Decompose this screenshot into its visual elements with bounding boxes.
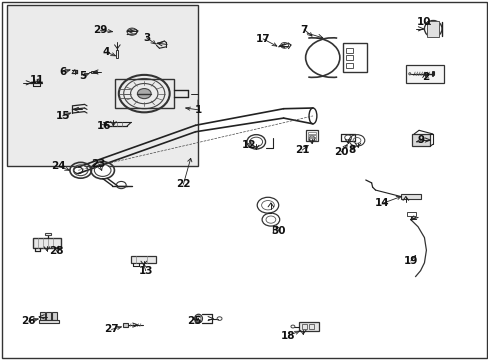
Bar [91, 71, 97, 73]
Text: 12: 12 [242, 140, 256, 150]
Bar [33, 238, 61, 248]
Bar [427, 21, 438, 37]
Text: 6: 6 [59, 67, 66, 77]
Text: 21: 21 [294, 145, 309, 155]
Bar [307, 138, 316, 140]
Text: 3: 3 [143, 33, 150, 43]
Text: 9: 9 [417, 135, 424, 145]
Text: 2: 2 [421, 72, 428, 82]
Bar [116, 50, 118, 58]
Text: 4: 4 [102, 47, 110, 57]
Text: 7: 7 [300, 24, 307, 35]
Bar [299, 322, 318, 331]
Text: 26: 26 [21, 316, 36, 326]
Text: 29: 29 [93, 25, 107, 35]
Bar [411, 134, 429, 146]
Ellipse shape [95, 165, 110, 176]
Text: 5: 5 [80, 71, 86, 81]
Ellipse shape [74, 166, 87, 175]
Bar [346, 55, 352, 60]
Text: 15: 15 [55, 111, 70, 121]
Circle shape [137, 89, 151, 99]
Text: 17: 17 [255, 34, 270, 44]
Bar [52, 312, 57, 320]
Bar [7, 5, 198, 166]
Text: 19: 19 [403, 256, 417, 266]
Text: 13: 13 [138, 266, 153, 276]
Bar [308, 324, 313, 329]
Text: 30: 30 [271, 226, 285, 236]
Bar [45, 233, 51, 235]
Text: 18: 18 [281, 330, 295, 341]
Text: 20: 20 [333, 147, 348, 157]
Text: 22: 22 [176, 179, 190, 189]
Text: 25: 25 [187, 316, 202, 326]
Bar [123, 323, 128, 327]
Text: 23: 23 [91, 159, 106, 169]
Text: 11: 11 [29, 75, 44, 85]
Bar [406, 212, 415, 216]
Text: 27: 27 [104, 324, 119, 334]
Bar [307, 135, 316, 137]
Text: 24: 24 [51, 161, 66, 171]
Text: 8: 8 [348, 145, 355, 155]
Bar [305, 130, 318, 141]
Bar [302, 324, 306, 329]
Bar [400, 194, 420, 199]
Bar [46, 312, 51, 320]
Bar [307, 132, 316, 134]
Bar [405, 65, 443, 83]
Bar [131, 256, 156, 263]
Text: 10: 10 [416, 17, 431, 27]
Text: 28: 28 [49, 246, 63, 256]
Text: 14: 14 [374, 198, 389, 208]
Bar [40, 312, 45, 320]
Bar [346, 63, 352, 68]
Bar [115, 79, 173, 108]
Bar [346, 48, 352, 53]
Text: 1: 1 [194, 105, 201, 115]
Text: 16: 16 [96, 121, 111, 131]
Bar [39, 320, 59, 323]
Bar [343, 43, 366, 72]
